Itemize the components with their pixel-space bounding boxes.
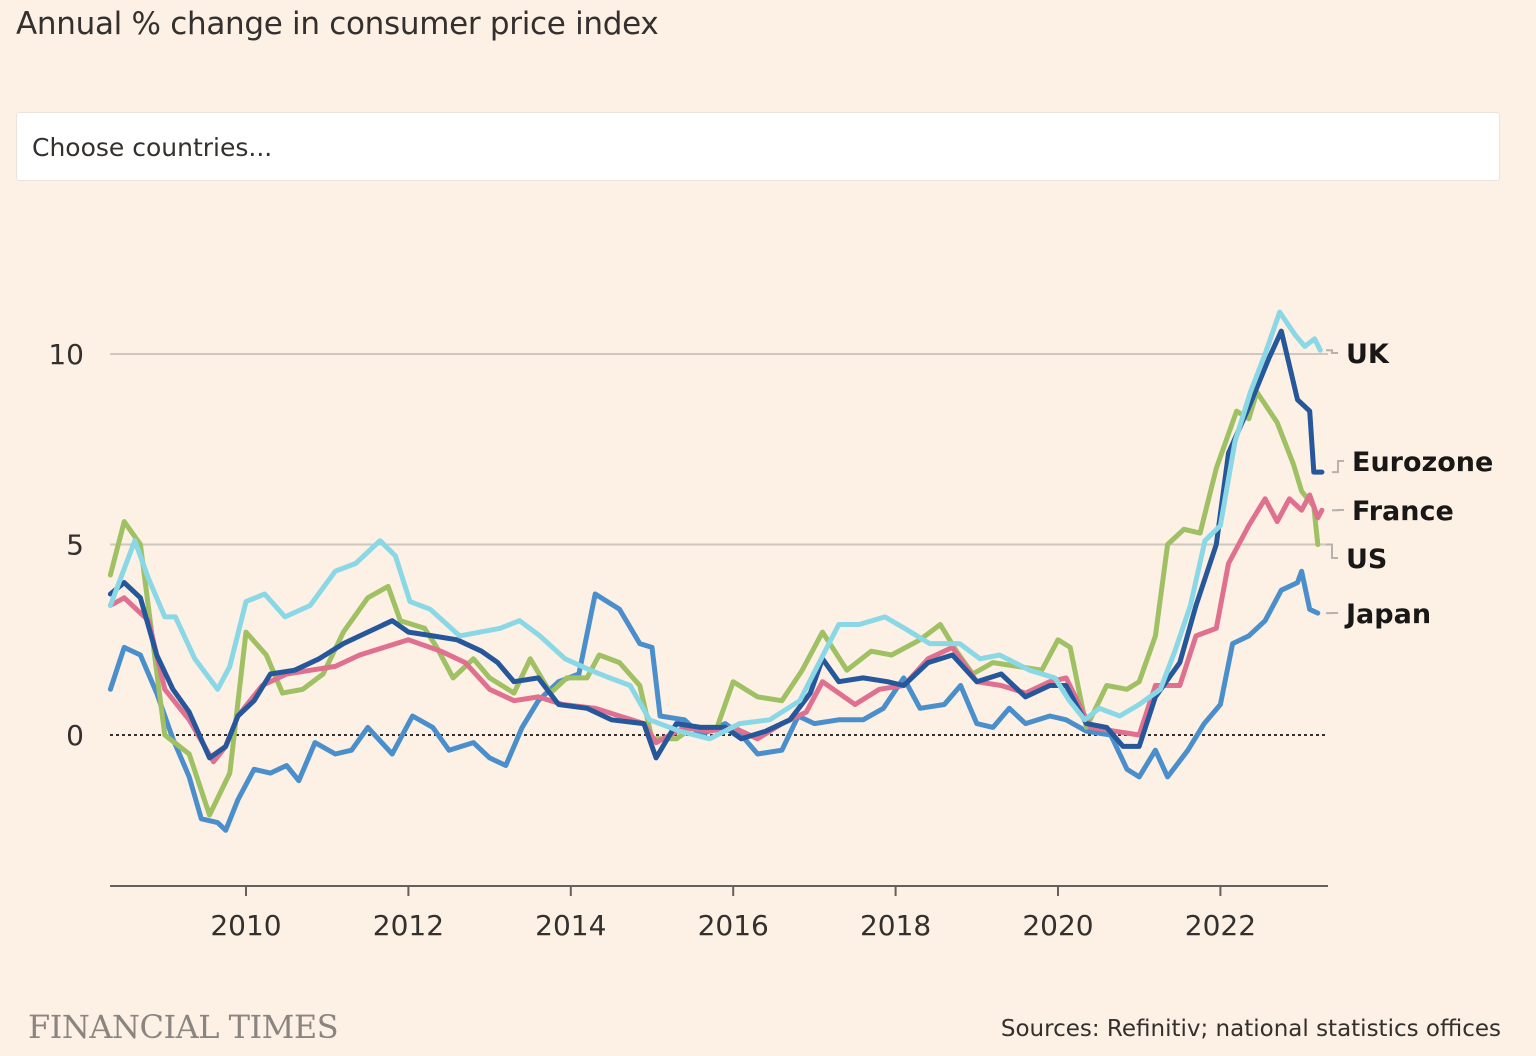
series-line-japan	[107, 568, 1321, 833]
series-label-eurozone: Eurozone	[1352, 447, 1493, 478]
y-tick-label: 0	[66, 719, 84, 752]
country-select-placeholder: Choose countries...	[32, 133, 273, 162]
series-line-eurozone	[107, 328, 1325, 761]
x-tick-label: 2022	[1185, 909, 1256, 942]
y-tick-label: 5	[66, 529, 84, 562]
label-connector	[1326, 543, 1338, 559]
series-label-us: US	[1346, 544, 1387, 575]
x-tick-label: 2014	[535, 909, 606, 942]
x-tick-label: 2010	[210, 909, 281, 942]
series-line-france	[107, 492, 1325, 765]
x-tick-label: 2020	[1022, 909, 1093, 942]
chart-title: Annual % change in consumer price index	[16, 6, 659, 42]
series-label-france: France	[1352, 496, 1454, 527]
source-note: Sources: Refinitiv; national statistics …	[1000, 1016, 1501, 1042]
series-line-us	[107, 389, 1321, 818]
y-tick-label: 10	[48, 338, 84, 371]
country-select[interactable]: Choose countries...	[16, 112, 1500, 181]
series-label-japan: Japan	[1344, 599, 1431, 630]
series-label-uk: UK	[1346, 339, 1390, 370]
x-tick-label: 2018	[860, 909, 931, 942]
x-tick-label: 2012	[373, 909, 444, 942]
label-connector	[1332, 460, 1344, 474]
ft-logo: FINANCIAL TIMES	[28, 1008, 339, 1046]
label-connector	[1326, 349, 1338, 354]
series-line-uk	[107, 309, 1323, 742]
x-tick-label: 2016	[698, 909, 769, 942]
